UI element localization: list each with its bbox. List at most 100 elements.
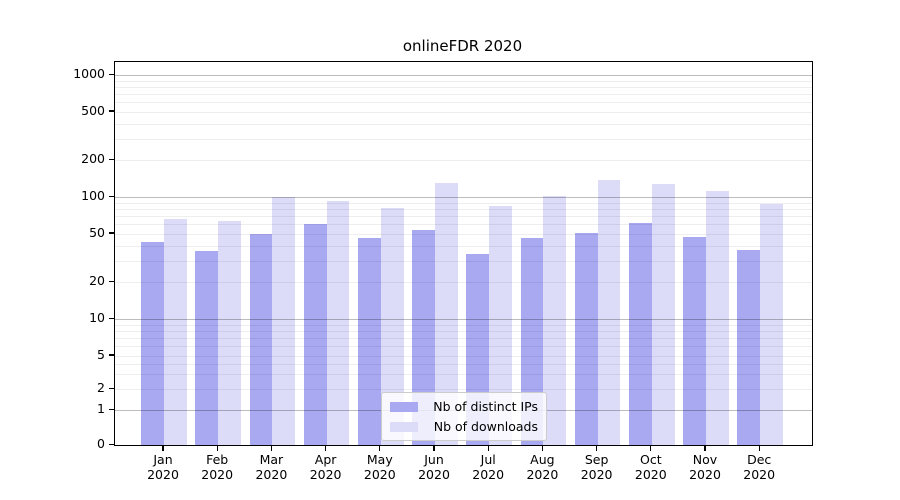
bar-downloads-aug bbox=[543, 195, 567, 445]
x-tick-mark-oct bbox=[650, 445, 652, 451]
bar-distinct-ips-jan bbox=[141, 241, 164, 445]
legend-item-distinct-ips: Nb of distinct IPs bbox=[390, 399, 538, 414]
gridline-700 bbox=[115, 93, 812, 95]
gridline-6 bbox=[115, 346, 812, 348]
x-tick-mark-apr bbox=[324, 445, 327, 451]
x-tick-label-jan: Jan 2020 bbox=[147, 452, 179, 482]
x-tick-mark-may bbox=[379, 445, 381, 451]
y-tick-label-0: 0 bbox=[97, 436, 105, 451]
y-tick-label-1: 1 bbox=[97, 401, 105, 417]
x-tick-label-sep: Sep 2020 bbox=[580, 452, 613, 482]
bar-downloads-may bbox=[380, 207, 404, 445]
gridline-30 bbox=[115, 260, 812, 262]
bar-downloads-jun bbox=[435, 183, 458, 445]
y-tick-mark-1 bbox=[109, 408, 114, 411]
legend-label-downloads: Nb of downloads bbox=[433, 419, 538, 434]
bar-downloads-jan bbox=[164, 219, 187, 445]
bar-distinct-ips-dec bbox=[737, 249, 761, 445]
y-tick-mark-200 bbox=[109, 158, 114, 161]
gridline-7 bbox=[115, 337, 812, 339]
bar-distinct-ips-nov bbox=[683, 237, 706, 445]
legend: Nb of distinct IPs Nb of downloads bbox=[381, 392, 547, 441]
bar-downloads-oct bbox=[651, 184, 675, 445]
gridline-4 bbox=[115, 363, 812, 365]
x-tick-mark-sep bbox=[595, 445, 598, 451]
bar-downloads-mar bbox=[272, 197, 296, 445]
x-tick-mark-nov bbox=[704, 445, 706, 451]
y-tick-label-5: 5 bbox=[97, 346, 105, 362]
bar-distinct-ips-mar bbox=[249, 233, 273, 445]
bar-distinct-ips-apr bbox=[303, 224, 327, 445]
y-tick-label-20: 20 bbox=[89, 273, 105, 289]
bar-distinct-ips-may bbox=[358, 238, 381, 445]
gridline-3 bbox=[115, 374, 812, 376]
y-tick-mark-2 bbox=[109, 387, 114, 390]
gridline-70 bbox=[115, 215, 812, 217]
bar-distinct-ips-jun bbox=[412, 229, 435, 445]
gridline-40 bbox=[115, 245, 812, 247]
y-tick-mark-20 bbox=[109, 280, 114, 283]
x-tick-label-jun: Jun 2020 bbox=[418, 452, 450, 482]
y-tick-mark-1000 bbox=[109, 73, 114, 75]
bar-downloads-dec bbox=[760, 204, 783, 445]
bar-distinct-ips-oct bbox=[629, 223, 652, 445]
gridline-500 bbox=[115, 111, 812, 113]
x-tick-mark-dec bbox=[758, 445, 760, 451]
x-tick-mark-feb bbox=[216, 445, 218, 451]
y-tick-mark-100 bbox=[109, 195, 114, 197]
y-tick-label-10: 10 bbox=[89, 310, 105, 325]
plot-area: Nb of distinct IPs Nb of downloads bbox=[114, 61, 813, 446]
gridline-2 bbox=[115, 389, 812, 391]
y-tick-label-2: 2 bbox=[97, 380, 105, 396]
gridline-50 bbox=[115, 233, 812, 235]
y-tick-label-200: 200 bbox=[81, 151, 105, 167]
y-tick-label-50: 50 bbox=[89, 224, 105, 240]
x-tick-label-mar: Mar 2020 bbox=[255, 452, 288, 482]
bar-downloads-feb bbox=[218, 221, 241, 445]
x-tick-label-nov: Nov 2020 bbox=[689, 452, 721, 482]
gridline-80 bbox=[115, 208, 812, 210]
x-tick-label-dec: Dec 2020 bbox=[743, 452, 776, 482]
x-tick-mark-jan bbox=[162, 445, 164, 451]
bar-downloads-jul bbox=[489, 206, 512, 445]
bar-downloads-sep bbox=[597, 179, 621, 445]
gridline-5 bbox=[115, 355, 812, 357]
x-tick-mark-jun bbox=[433, 445, 435, 451]
gridline-300 bbox=[115, 138, 812, 140]
bar-distinct-ips-feb bbox=[195, 251, 219, 445]
legend-swatch-distinct-ips bbox=[390, 401, 418, 412]
x-tick-label-jul: Jul 2020 bbox=[472, 452, 505, 482]
chart-title: onlineFDR 2020 bbox=[402, 37, 523, 55]
gridline-20 bbox=[115, 282, 812, 284]
gridline-100 bbox=[115, 197, 812, 198]
gridline-1000 bbox=[115, 75, 812, 76]
x-tick-mark-jul bbox=[487, 445, 489, 451]
y-tick-label-1000: 1000 bbox=[73, 66, 105, 81]
gridline-600 bbox=[115, 102, 812, 104]
gridline-900 bbox=[115, 80, 812, 82]
y-tick-mark-10 bbox=[109, 317, 114, 319]
y-tick-label-500: 500 bbox=[81, 102, 105, 118]
x-tick-label-may: May 2020 bbox=[363, 452, 396, 482]
legend-item-downloads: Nb of downloads bbox=[390, 419, 538, 434]
gridline-200 bbox=[115, 160, 812, 162]
x-tick-label-aug: Aug 2020 bbox=[526, 452, 559, 482]
bar-downloads-nov bbox=[706, 190, 729, 445]
y-tick-label-100: 100 bbox=[81, 188, 105, 203]
gridline-10 bbox=[115, 319, 812, 320]
x-tick-mark-aug bbox=[541, 445, 544, 451]
x-tick-label-oct: Oct 2020 bbox=[634, 452, 667, 482]
y-tick-mark-50 bbox=[109, 232, 114, 234]
x-tick-label-feb: Feb 2020 bbox=[201, 452, 234, 482]
legend-label-distinct-ips: Nb of distinct IPs bbox=[433, 399, 538, 414]
x-tick-label-apr: Apr 2020 bbox=[309, 452, 342, 482]
gridline-9 bbox=[115, 324, 812, 326]
y-tick-mark-500 bbox=[109, 110, 114, 112]
bar-distinct-ips-sep bbox=[574, 232, 598, 445]
x-tick-mark-mar bbox=[270, 445, 273, 451]
gridline-400 bbox=[115, 123, 812, 125]
y-tick-mark-5 bbox=[109, 354, 114, 356]
gridline-800 bbox=[115, 86, 812, 88]
bar-downloads-apr bbox=[326, 200, 350, 445]
